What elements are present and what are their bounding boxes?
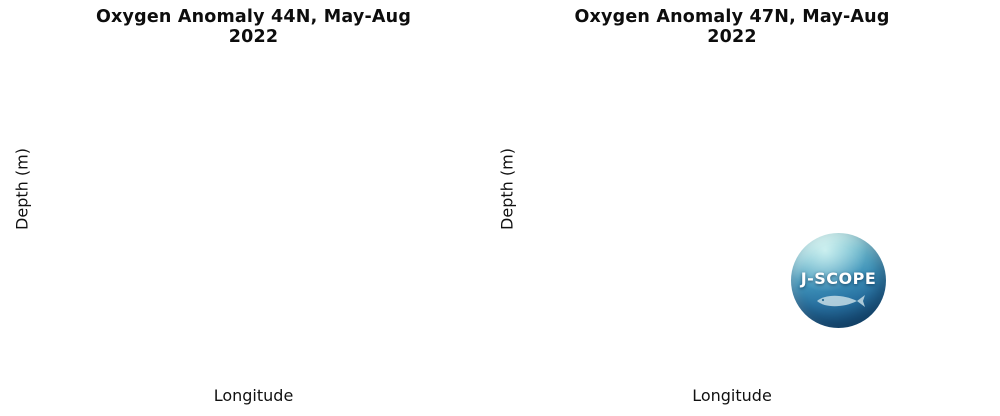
y-axis-label-44n: Depth (m) <box>12 148 32 230</box>
plot-title-47n: Oxygen Anomaly 47N, May-Aug 2022 <box>574 7 890 47</box>
x-axis-label-47n: Longitude <box>692 386 772 405</box>
x-axis-label-44n: Longitude <box>213 386 294 405</box>
jscope-logo-text: J-SCOPE <box>800 269 877 288</box>
plot-title-44n: Oxygen Anomaly 44N, May-Aug 2022 <box>95 7 412 47</box>
jscope-logo: J-SCOPE <box>791 233 886 328</box>
fish-icon <box>817 295 865 307</box>
y-axis-label-47n: Depth (m) <box>497 148 517 230</box>
